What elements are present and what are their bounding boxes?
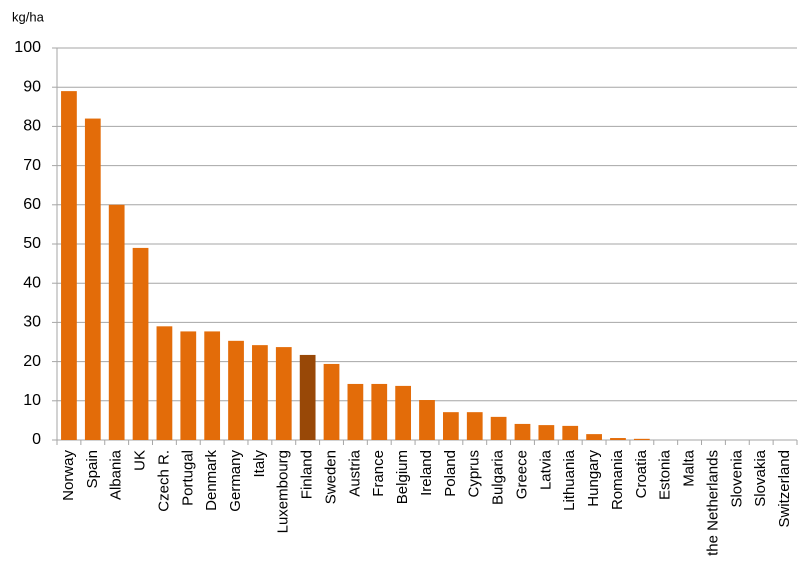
x-tick-label: Slovakia [752,449,769,506]
bar [466,412,483,440]
x-tick-label: Hungary [585,450,602,507]
y-tick-label: 20 [23,353,41,370]
bar [252,345,268,440]
x-tick-label: Cyprus [466,450,483,498]
x-tick-label: Greece [513,450,530,499]
x-tick-label: Germany [227,450,244,512]
x-tick-label: Bulgaria [490,449,507,505]
y-tick-label: 70 [23,157,41,174]
bar [633,438,650,440]
bar [371,383,388,440]
x-tick-label: Lithuania [561,449,578,511]
bar [442,412,459,440]
bar [514,423,531,440]
bar [490,416,507,440]
bar [395,385,412,440]
x-tick-label: Sweden [322,450,339,504]
x-tick-label: Ireland [418,450,435,496]
x-tick-label: Italy [251,450,268,478]
y-tick-label: 0 [32,431,41,448]
x-tick-label: Poland [442,450,459,497]
x-tick-label: Portugal [179,450,196,506]
x-tick-label: UK [132,450,149,471]
x-tick-label: Malta [681,449,698,486]
y-tick-label: 60 [23,196,41,213]
y-tick-label: 90 [23,78,41,95]
bar [419,400,435,440]
bar [299,354,316,440]
bar [562,425,579,440]
y-tick-label: 80 [23,118,41,135]
bar [204,331,221,440]
x-tick-label: Finland [299,450,316,499]
bar [61,91,77,441]
x-tick-label: Croatia [633,449,650,498]
bar [180,331,197,440]
x-tick-label: Austria [346,449,363,496]
x-tick-label: Romania [609,449,626,510]
bar [156,326,173,440]
x-tick-label: Slovenia [728,449,745,507]
x-tick-label: Albania [108,449,125,500]
x-tick-label: the Netherlands [704,450,721,556]
x-tick-label: Belgium [394,450,411,504]
y-tick-label: 50 [23,235,41,252]
x-tick-label: Spain [84,450,101,488]
bar [610,438,626,440]
y-tick-label: 10 [23,392,41,409]
bar [347,383,364,440]
x-tick-label: Estonia [657,449,674,500]
x-tick-label: France [370,450,387,497]
bar [275,347,292,440]
x-tick-label: Denmark [203,450,220,511]
bar [132,247,149,440]
bar [538,425,555,440]
x-tick-label: Czech R. [155,450,172,512]
y-tick-label: 40 [23,274,41,291]
bar [228,340,244,440]
bar [108,204,125,440]
y-axis-label: kg/ha [12,9,45,24]
y-tick-label: 30 [23,314,41,331]
x-tick-label: Norway [60,450,77,501]
x-tick-label: Switzerland [776,450,793,528]
bar [323,363,340,440]
x-tick-label: Luxembourg [275,450,292,533]
bar [586,434,602,440]
bar [84,118,101,440]
y-tick-label: 100 [14,39,41,56]
x-tick-label: Latvia [537,449,554,490]
